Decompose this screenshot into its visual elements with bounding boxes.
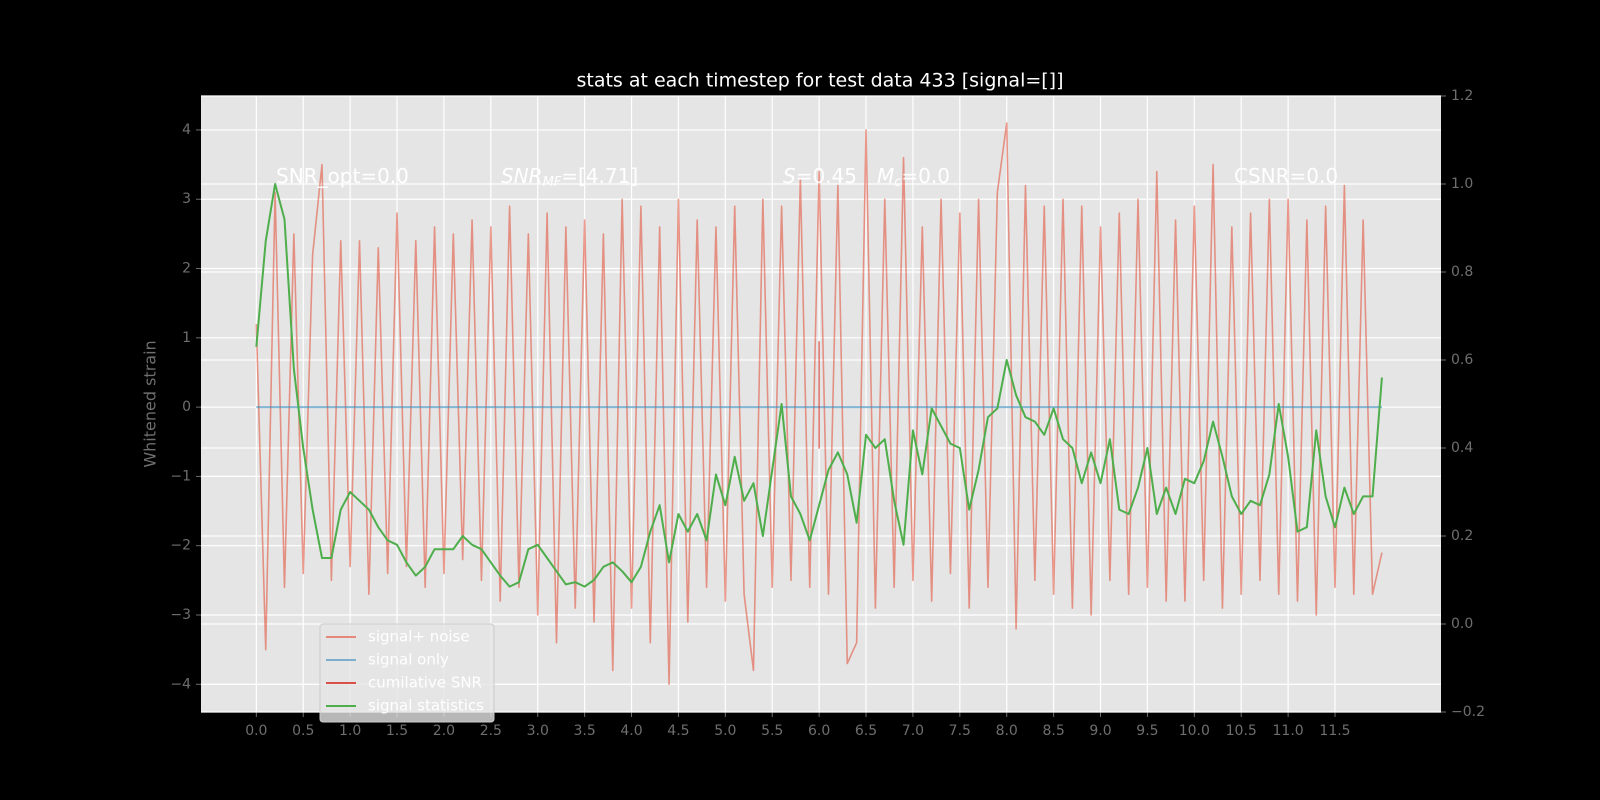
x-tick-label: 9.5	[1136, 723, 1158, 739]
legend-label: cumilative SNR	[368, 674, 482, 692]
y2-tick-label: 1.0	[1451, 176, 1473, 192]
annotation: SNR_opt=0.0	[276, 164, 409, 188]
x-tick-label: 2.0	[433, 723, 455, 739]
annotation-part: =0.0	[901, 164, 950, 188]
x-tick-label: 8.0	[996, 723, 1018, 739]
y2-tick-label: 0.0	[1451, 616, 1473, 632]
x-tick-label: 1.0	[339, 723, 361, 739]
x-tick-label: 6.5	[855, 723, 877, 739]
x-tick-label: 5.0	[714, 723, 736, 739]
annotation: CSNR=0.0	[1234, 164, 1338, 188]
x-tick-label: 8.5	[1042, 723, 1064, 739]
annotation-part: =[4.71]	[561, 164, 638, 188]
annotation: SNRMF=[4.71]	[501, 164, 638, 190]
y2-tick-label: 1.2	[1451, 88, 1473, 104]
x-tick-label: 0.0	[245, 723, 267, 739]
x-tick-label: 0.5	[292, 723, 314, 739]
marks	[255, 122, 1383, 686]
y2-tick-label: 0.2	[1451, 528, 1473, 544]
annotation-part: =0.45	[796, 164, 857, 188]
annotation-part: M	[877, 164, 894, 188]
y-tick-label: 3	[182, 191, 191, 207]
x-tick-label: 9.0	[1089, 723, 1111, 739]
annotation: S=0.45	[783, 164, 857, 188]
annotation-part: MF	[543, 175, 562, 190]
x-tick-label: 7.0	[902, 723, 924, 739]
x-tick-label: 3.0	[527, 723, 549, 739]
x-tick-label: 1.5	[386, 723, 408, 739]
y-tick-label: −1	[170, 468, 191, 484]
x-tick-label: 2.5	[480, 723, 502, 739]
x-tick-label: 3.5	[573, 723, 595, 739]
x-tick-label: 4.5	[667, 723, 689, 739]
y-tick-label: 1	[182, 330, 191, 346]
y2-tick-label: 0.6	[1451, 352, 1473, 368]
annotation: Mc=0.0	[877, 164, 950, 190]
chart-title: stats at each timestep for test data 433…	[576, 70, 1063, 92]
legend-label: signal+ noise	[368, 628, 470, 646]
x-tick-label: 11.0	[1273, 723, 1304, 739]
y-tick-label: 0	[182, 399, 191, 415]
y-axis-label: Whitened strain	[141, 340, 160, 467]
y-tick-label: −2	[170, 538, 191, 554]
y-tick-label: 2	[182, 261, 191, 277]
y-tick-label: −3	[170, 607, 191, 623]
y2-tick-label: 0.8	[1451, 264, 1473, 280]
x-tick-label: 6.0	[808, 723, 830, 739]
legend-label: signal statistics	[368, 697, 484, 715]
y-tick-label: −4	[170, 676, 191, 692]
y2-tick-label: 0.4	[1451, 440, 1473, 456]
x-tick-label: 11.5	[1319, 723, 1350, 739]
series-line	[255, 183, 1383, 588]
legend-box	[319, 623, 495, 723]
grid	[196, 95, 1446, 717]
x-tick-label: 7.5	[949, 723, 971, 739]
y-tick-label: 4	[182, 122, 191, 138]
annotation-part: SNR	[501, 164, 543, 188]
labels: 0.0 0.5 1.0 1.5 2.0 2.5 3.0 3.5 4.0 4.5 5.0 5.5 6.0 6…	[170, 88, 1485, 739]
series-line	[255, 122, 1383, 686]
y2-tick-label: −0.2	[1451, 704, 1485, 720]
x-tick-label: 10.0	[1179, 723, 1210, 739]
annotation-part: SNR_opt=0.0	[276, 164, 409, 188]
annotation-part: c	[894, 175, 901, 190]
x-tick-label: 10.5	[1226, 723, 1257, 739]
annotation-part: CSNR=0.0	[1234, 164, 1338, 188]
x-tick-label: 5.5	[761, 723, 783, 739]
x-tick-label: 4.0	[620, 723, 642, 739]
annotation-part: S	[783, 164, 796, 188]
legend-label: signal only	[368, 651, 449, 669]
